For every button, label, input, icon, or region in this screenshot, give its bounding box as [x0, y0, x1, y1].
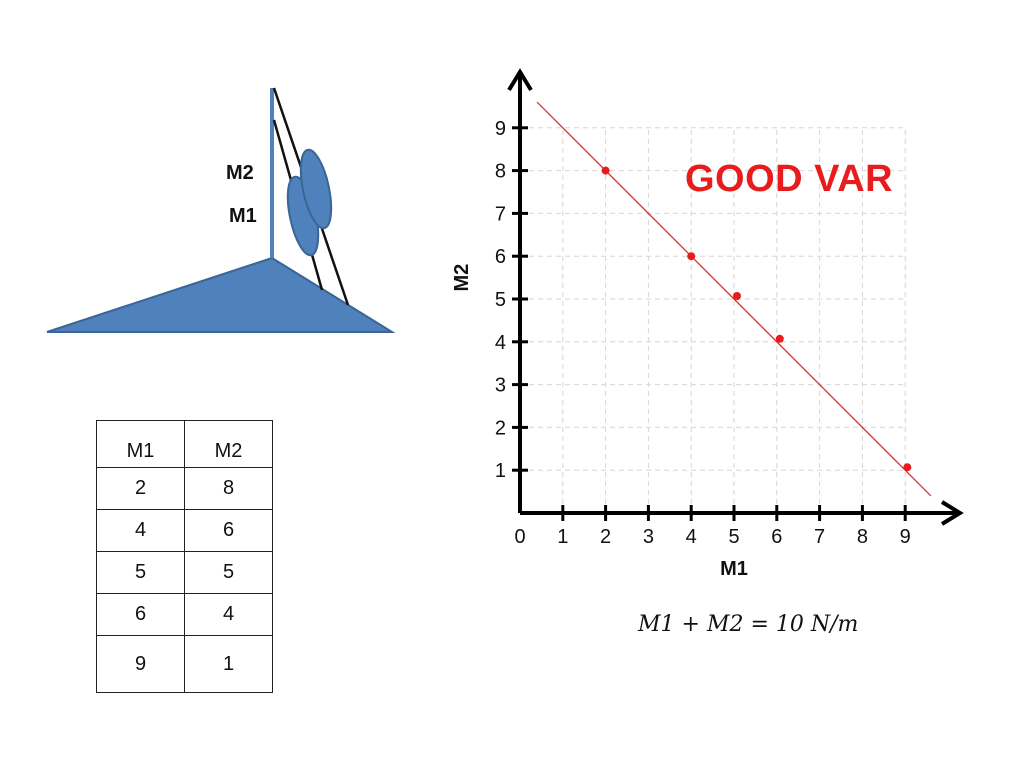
table-cell: 8 [184, 467, 273, 510]
incline-diagram [46, 87, 396, 333]
data-point [687, 252, 696, 261]
y-axis-arrow [507, 68, 533, 92]
table-row: 6 4 [96, 593, 273, 636]
chart-grid [520, 127, 906, 513]
chart-axes [507, 68, 964, 526]
table-cell: 6 [96, 593, 185, 636]
x-axis-arrow [940, 500, 964, 526]
y-tick-label: 3 [495, 375, 506, 397]
table-header-row: M1 M2 [96, 420, 273, 468]
x-tick-label: 6 [771, 526, 782, 548]
x-tick-label: 2 [600, 526, 611, 548]
x-tick-label: 1 [557, 526, 568, 548]
y-tick-label: 1 [495, 460, 506, 482]
x-axis-title: M1 [720, 558, 748, 580]
table-cell: 5 [96, 551, 185, 594]
chart-trend [536, 101, 932, 497]
y-tick-label: 9 [495, 118, 506, 140]
chart-annotation: GOOD VAR [685, 158, 894, 200]
y-tick-label: 4 [495, 332, 506, 354]
x-tick-label: 7 [814, 526, 825, 548]
table-cell: 1 [184, 635, 273, 693]
table-row: 9 1 [96, 635, 273, 693]
trend-line [536, 101, 932, 497]
x-tick-label: 5 [728, 526, 739, 548]
triangle-base [46, 256, 396, 333]
table-cell: 4 [184, 593, 273, 636]
chart-points [601, 166, 912, 472]
x-tick-label: 0 [514, 526, 525, 548]
y-tick-label: 8 [495, 161, 506, 183]
data-table: M1 M2 2 8 4 6 5 5 6 4 9 1 [96, 420, 273, 693]
y-tick-label: 7 [495, 203, 506, 225]
table-cell: 6 [184, 509, 273, 552]
y-tick-label: 6 [495, 246, 506, 268]
data-point [775, 334, 784, 343]
table-row: 4 6 [96, 509, 273, 552]
x-tick-label: 3 [643, 526, 654, 548]
y-tick-label: 5 [495, 289, 506, 311]
table-cell: 5 [184, 551, 273, 594]
table-row: 2 8 [96, 467, 273, 510]
label-m1: M1 [229, 205, 257, 227]
table-cell: 9 [96, 635, 185, 693]
x-tick-label: 8 [857, 526, 868, 548]
table-header-m2: M2 [184, 420, 273, 468]
scatter-chart: 0 1 2 3 4 5 6 7 8 9 1 2 3 4 5 6 7 8 9 M1 M2 [451, 68, 964, 580]
x-tick-label: 4 [686, 526, 697, 548]
equation: M1 + M2 = 10 N/m [638, 612, 859, 637]
table-row: 5 5 [96, 551, 273, 594]
data-point [601, 166, 610, 175]
chart-ticks: 0 1 2 3 4 5 6 7 8 9 1 2 3 4 5 6 7 8 9 [495, 118, 911, 548]
data-point [732, 292, 741, 301]
table-cell: 2 [96, 467, 185, 510]
y-axis-title: M2 [451, 264, 473, 292]
table-cell: 4 [96, 509, 185, 552]
x-tick-label: 9 [900, 526, 911, 548]
data-point [903, 463, 912, 472]
y-tick-label: 2 [495, 417, 506, 439]
table-header-m1: M1 [96, 420, 185, 468]
label-m2: M2 [226, 162, 254, 184]
mass-m2-ellipse [299, 148, 333, 230]
